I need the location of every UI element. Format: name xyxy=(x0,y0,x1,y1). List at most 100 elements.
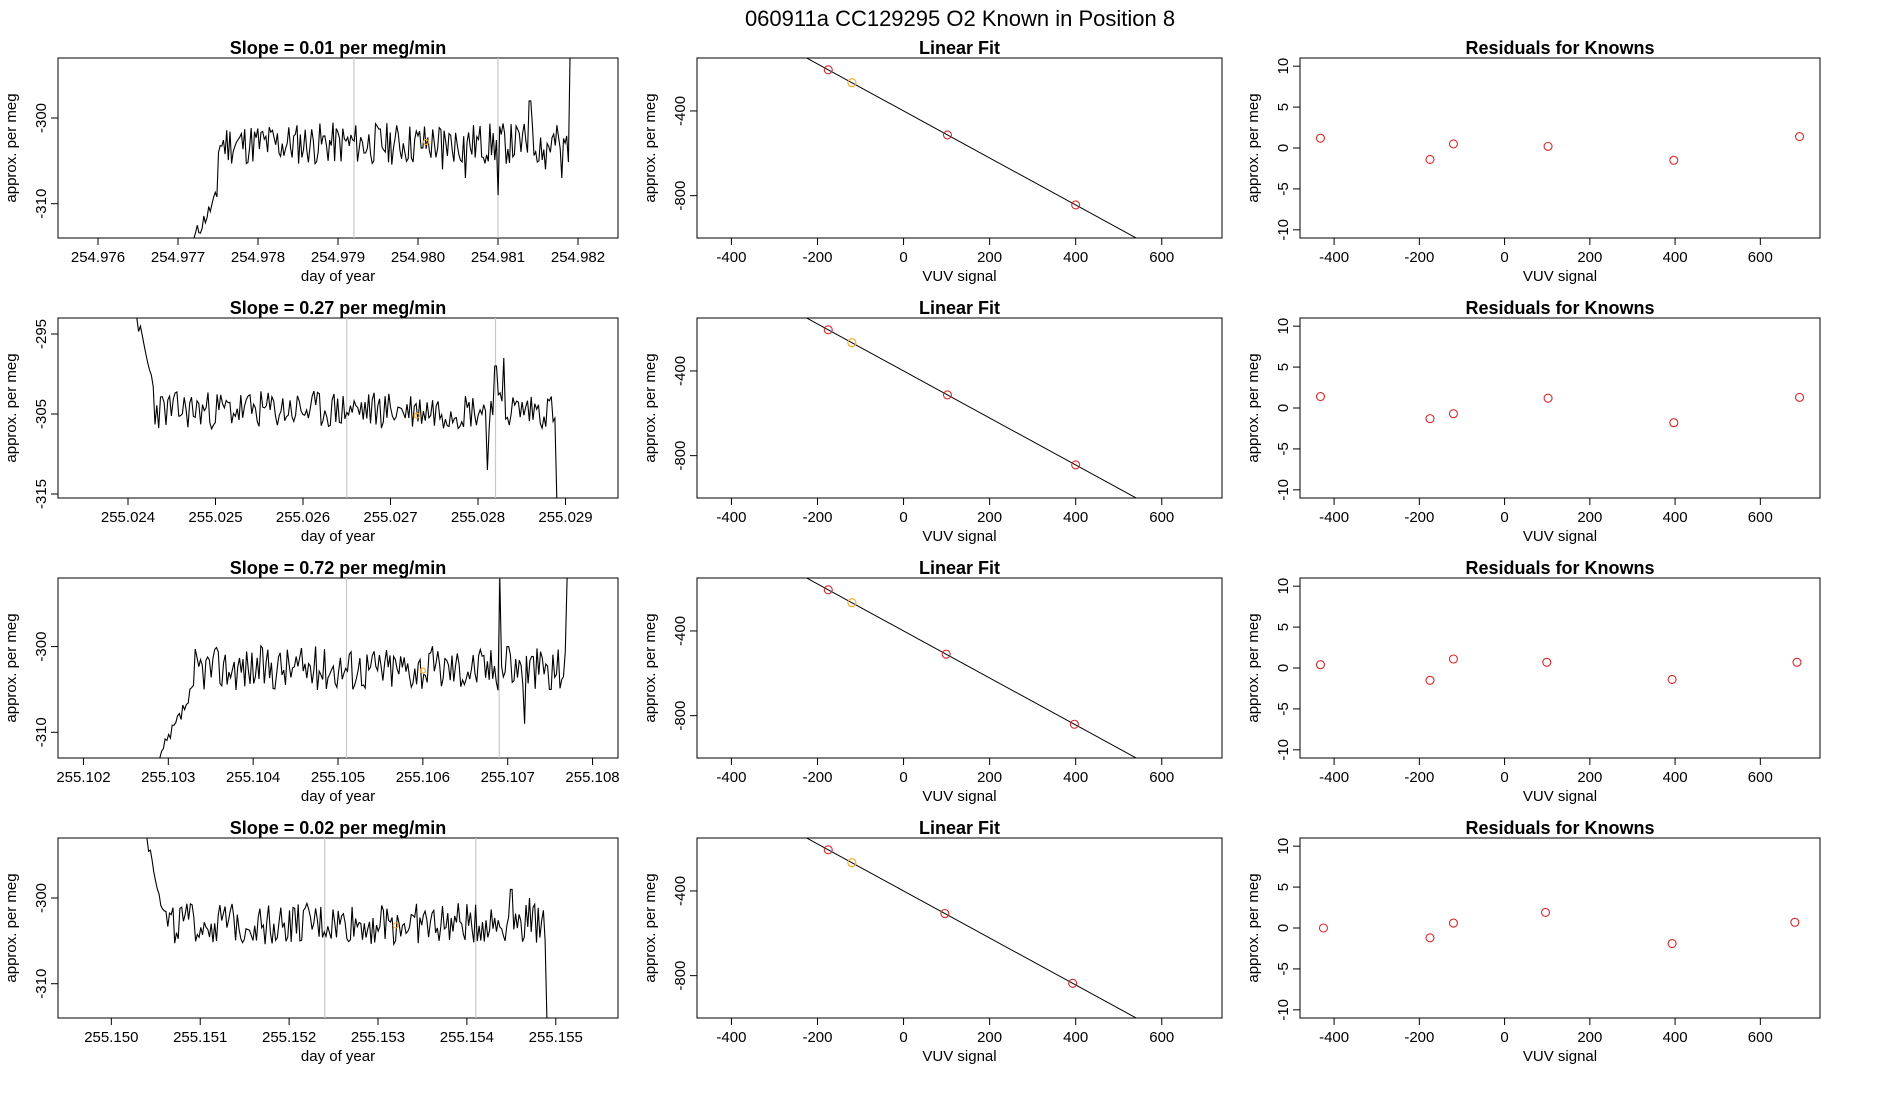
residual-point xyxy=(1448,409,1458,419)
y-tick-label: -10 xyxy=(1275,739,1292,761)
x-tick-label: 255.026 xyxy=(276,509,330,526)
residual-point xyxy=(1543,141,1553,151)
y-tick-label: -10 xyxy=(1275,219,1292,241)
residual-point xyxy=(1667,938,1677,949)
panel-title: Slope = 0.72 per meg/min xyxy=(230,558,447,578)
x-tick-label: -200 xyxy=(802,509,832,526)
highlight-point xyxy=(847,858,857,868)
y-tick-label: -300 xyxy=(33,883,50,913)
x-tick-label: -200 xyxy=(802,769,832,786)
y-tick-label: -400 xyxy=(672,616,689,646)
highlight-point xyxy=(847,598,857,608)
data-trace xyxy=(146,838,548,1018)
x-tick-label: 400 xyxy=(1663,769,1688,786)
y-tick-label: -315 xyxy=(33,479,50,509)
known-point xyxy=(823,585,833,595)
x-tick-label: 254.981 xyxy=(471,249,525,266)
y-tick-label: -800 xyxy=(672,961,689,991)
y-tick-label: 5 xyxy=(1275,883,1292,891)
data-trace xyxy=(159,578,568,758)
residual-point xyxy=(1669,155,1679,165)
known-point xyxy=(941,649,951,659)
x-tick-label: 255.154 xyxy=(440,1029,494,1046)
panel-line-row4: Slope = 0.02 per meg/min 255.150 255.151 25… xyxy=(3,818,619,1065)
known-point xyxy=(942,130,953,140)
y-axis-label: approx. per meg xyxy=(3,353,20,462)
x-axis-label: VUV signal xyxy=(1523,528,1597,545)
fit-line xyxy=(805,838,1138,1018)
panel-scatter-row2: Residuals for Knowns -400 -200 0 200 400 600 -1… xyxy=(1245,298,1821,545)
y-axis-label: approx. per meg xyxy=(1245,613,1262,722)
panel-title: Slope = 0.01 per meg/min xyxy=(230,38,447,58)
plot-area xyxy=(136,318,558,498)
x-tick-label: 0 xyxy=(1500,1029,1508,1046)
x-tick-label: 600 xyxy=(1149,249,1174,266)
x-tick-label: 400 xyxy=(1063,509,1088,526)
panel-line-row3: Slope = 0.72 per meg/min 255.102 255.103 25… xyxy=(3,558,620,805)
known-point xyxy=(1069,719,1079,729)
plot-area xyxy=(1318,907,1800,949)
plot-area xyxy=(193,58,571,238)
x-tick-label: 200 xyxy=(977,769,1002,786)
plot-area xyxy=(1315,131,1805,165)
highlight-point xyxy=(422,138,430,146)
highlight-point xyxy=(847,338,857,348)
y-tick-label: -5 xyxy=(1275,182,1292,195)
panel-scatter-row3: Linear Fit -400 -200 0 200 400 600 -800 -400 VUV … xyxy=(642,558,1223,805)
x-tick-label: 254.977 xyxy=(151,249,205,266)
y-tick-label: 0 xyxy=(1275,404,1292,412)
panel-scatter-row2: Linear Fit -400 -200 0 200 400 600 -800 -400 VUV … xyxy=(642,298,1223,545)
x-tick-label: 255.029 xyxy=(538,509,592,526)
plot-area xyxy=(805,838,1138,1018)
residual-point xyxy=(1669,418,1679,428)
residual-point xyxy=(1315,133,1326,143)
x-tick-label: 600 xyxy=(1149,769,1174,786)
highlight-point xyxy=(847,78,857,88)
panel-scatter-row1: Linear Fit -400 -200 0 200 400 600 -800 -400 VUV … xyxy=(642,38,1223,285)
residual-point xyxy=(1540,907,1551,918)
plot-frame xyxy=(696,317,1223,499)
plot-area xyxy=(805,318,1138,498)
x-axis-label: VUV signal xyxy=(922,268,996,285)
x-tick-label: 0 xyxy=(899,769,907,786)
y-tick-label: -10 xyxy=(1275,999,1292,1021)
x-tick-label: 200 xyxy=(1577,769,1602,786)
x-tick-label: -200 xyxy=(802,249,832,266)
panel-title: Residuals for Knowns xyxy=(1465,38,1654,58)
panel-line-row1: Slope = 0.01 per meg/min 254.976 254.977 25… xyxy=(3,38,619,285)
residual-point xyxy=(1425,675,1435,685)
plot-area xyxy=(1315,391,1805,428)
y-tick-label: 5 xyxy=(1275,103,1292,111)
residual-point xyxy=(1425,154,1435,165)
x-tick-label: 0 xyxy=(1500,249,1508,266)
x-tick-label: 400 xyxy=(1063,1029,1088,1046)
x-tick-label: 254.976 xyxy=(71,249,125,266)
x-tick-label: 255.150 xyxy=(84,1029,138,1046)
plot-frame xyxy=(57,837,619,1019)
y-axis-label: approx. per meg xyxy=(1245,873,1262,982)
y-tick-label: -310 xyxy=(33,969,50,999)
fit-line xyxy=(805,58,1138,238)
x-tick-label: 255.108 xyxy=(565,769,619,786)
x-tick-label: 600 xyxy=(1748,769,1773,786)
x-tick-label: 0 xyxy=(899,1029,907,1046)
x-tick-label: -400 xyxy=(1319,249,1349,266)
highlight-point xyxy=(419,667,426,674)
y-tick-label: -400 xyxy=(672,96,689,126)
y-axis-label: approx. per meg xyxy=(642,93,659,202)
residual-point xyxy=(1315,660,1326,670)
y-tick-label: -800 xyxy=(672,701,689,731)
x-axis-label: day of year xyxy=(301,268,375,285)
y-tick-label: -400 xyxy=(672,876,689,906)
x-tick-label: 0 xyxy=(1500,509,1508,526)
known-point xyxy=(940,908,950,919)
x-tick-label: 255.107 xyxy=(481,769,535,786)
data-trace xyxy=(193,58,571,238)
x-tick-label: 255.152 xyxy=(262,1029,316,1046)
panel-grid: Slope = 0.01 per meg/min 254.976 254.977 25… xyxy=(3,38,1821,1065)
panel-title: Linear Fit xyxy=(919,38,1000,58)
y-tick-label: 10 xyxy=(1275,58,1292,75)
x-tick-label: -400 xyxy=(1319,769,1349,786)
highlight-point xyxy=(413,412,420,419)
